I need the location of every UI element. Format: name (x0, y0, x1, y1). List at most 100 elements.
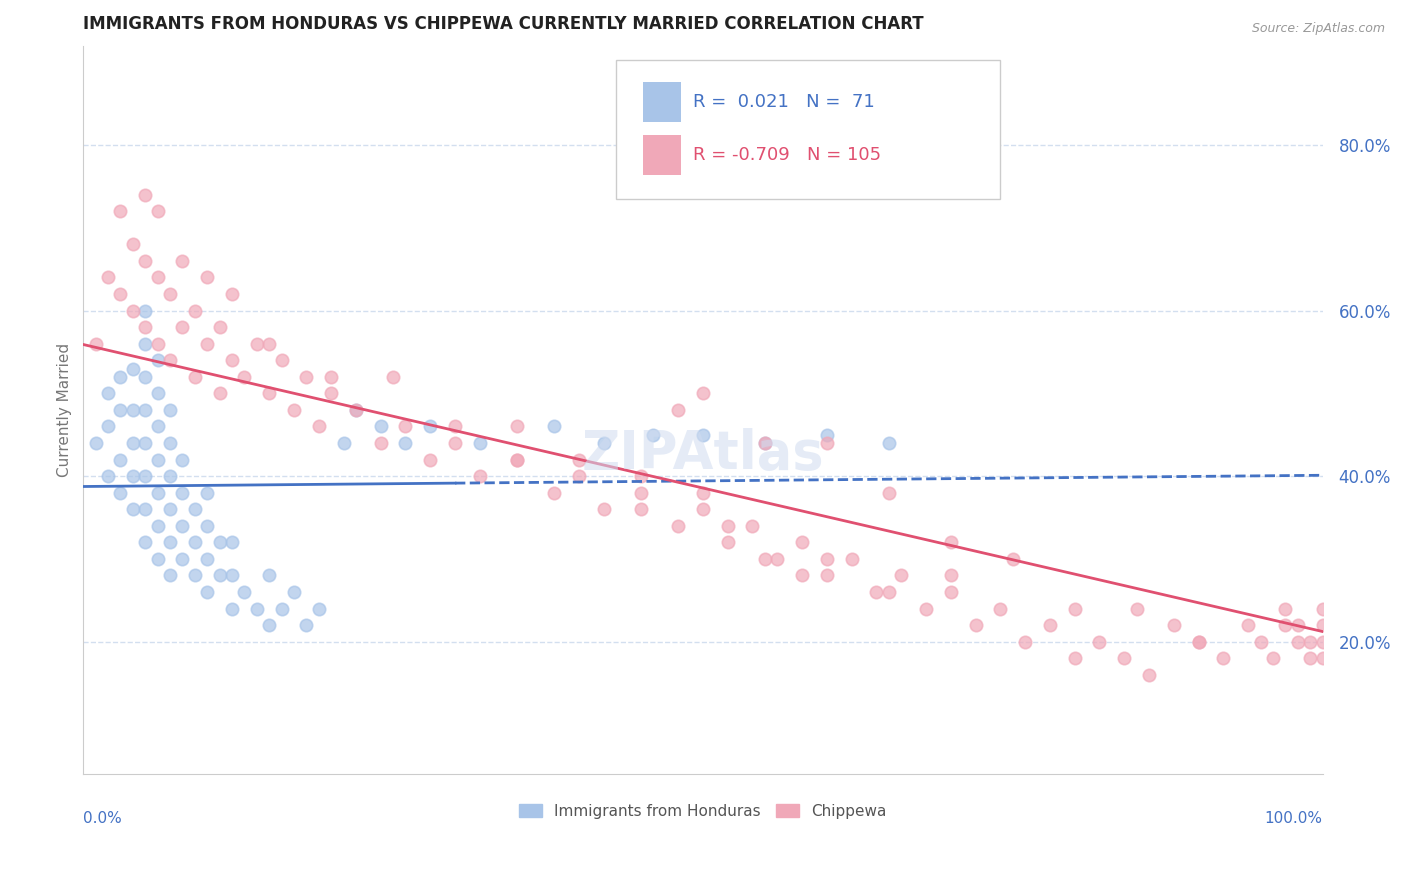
FancyBboxPatch shape (616, 61, 1000, 199)
Point (841, 552, 863, 566)
Point (270, 353, 292, 368)
Point (568, 452, 591, 467)
Point (257, 568, 280, 582)
Point (506, 419, 529, 434)
Point (790, 568, 813, 582)
Point (394, 419, 416, 434)
Point (692, 386, 714, 401)
Point (257, 386, 280, 401)
Point (172, 552, 194, 566)
Text: Source: ZipAtlas.com: Source: ZipAtlas.com (1251, 22, 1385, 36)
Point (233, 585, 256, 599)
Y-axis label: Currently Married: Currently Married (58, 343, 72, 477)
Point (1299, 634, 1322, 648)
Point (308, 601, 330, 615)
Point (221, 535, 243, 549)
Point (444, 419, 467, 434)
Point (1063, 651, 1085, 665)
Point (1088, 634, 1111, 648)
Point (110, 485, 132, 500)
Text: IMMIGRANTS FROM HONDURAS VS CHIPPEWA CURRENTLY MARRIED CORRELATION CHART: IMMIGRANTS FROM HONDURAS VS CHIPPEWA CUR… (83, 15, 924, 33)
Point (121, 237, 143, 252)
Point (295, 618, 318, 632)
Point (332, 436, 354, 450)
Point (717, 518, 740, 533)
Point (815, 568, 838, 582)
Point (184, 568, 207, 582)
Point (134, 502, 156, 516)
Point (754, 552, 776, 566)
Point (121, 361, 143, 376)
Point (877, 485, 900, 500)
Point (419, 419, 441, 434)
Point (172, 452, 194, 467)
Point (468, 436, 491, 450)
Point (97, 270, 120, 285)
Point (666, 403, 689, 417)
Point (1312, 618, 1334, 632)
Point (84, 336, 107, 351)
Point (146, 270, 169, 285)
Point (97, 386, 120, 401)
Point (321, 369, 343, 384)
Point (506, 452, 529, 467)
Point (184, 369, 207, 384)
Point (1187, 634, 1209, 648)
Point (543, 419, 565, 434)
Point (1187, 634, 1209, 648)
Point (97, 469, 120, 483)
Point (159, 287, 181, 301)
Point (630, 485, 652, 500)
Point (146, 552, 169, 566)
Point (1125, 601, 1147, 615)
Point (1114, 651, 1136, 665)
Point (97, 419, 120, 434)
Point (890, 568, 912, 582)
Point (965, 618, 987, 632)
Point (134, 303, 156, 318)
Point (134, 336, 156, 351)
Point (1286, 618, 1309, 632)
Point (195, 585, 218, 599)
Point (84, 436, 107, 450)
Point (344, 403, 367, 417)
Point (592, 436, 614, 450)
Point (134, 253, 156, 268)
Point (110, 452, 132, 467)
Point (121, 303, 143, 318)
Point (754, 436, 776, 450)
Point (915, 601, 938, 615)
Text: 0.0%: 0.0% (83, 811, 122, 826)
Point (321, 386, 343, 401)
Point (208, 320, 231, 334)
Text: R = -0.709   N = 105: R = -0.709 N = 105 (693, 146, 882, 164)
Point (877, 436, 900, 450)
Point (666, 518, 689, 533)
Point (815, 427, 838, 442)
Point (195, 518, 218, 533)
Point (195, 485, 218, 500)
Point (939, 568, 962, 582)
Point (1001, 552, 1024, 566)
Point (630, 502, 652, 516)
Point (134, 320, 156, 334)
Point (172, 320, 194, 334)
Point (195, 270, 218, 285)
Point (121, 436, 143, 450)
Point (221, 568, 243, 582)
Point (1274, 601, 1296, 615)
Point (134, 535, 156, 549)
Point (592, 502, 614, 516)
Point (233, 369, 256, 384)
Point (159, 436, 181, 450)
Point (283, 403, 305, 417)
Point (815, 552, 838, 566)
Point (159, 535, 181, 549)
Point (159, 502, 181, 516)
Point (1274, 618, 1296, 632)
Point (1312, 634, 1334, 648)
Point (543, 485, 565, 500)
Point (172, 485, 194, 500)
Point (754, 436, 776, 450)
Point (146, 386, 169, 401)
